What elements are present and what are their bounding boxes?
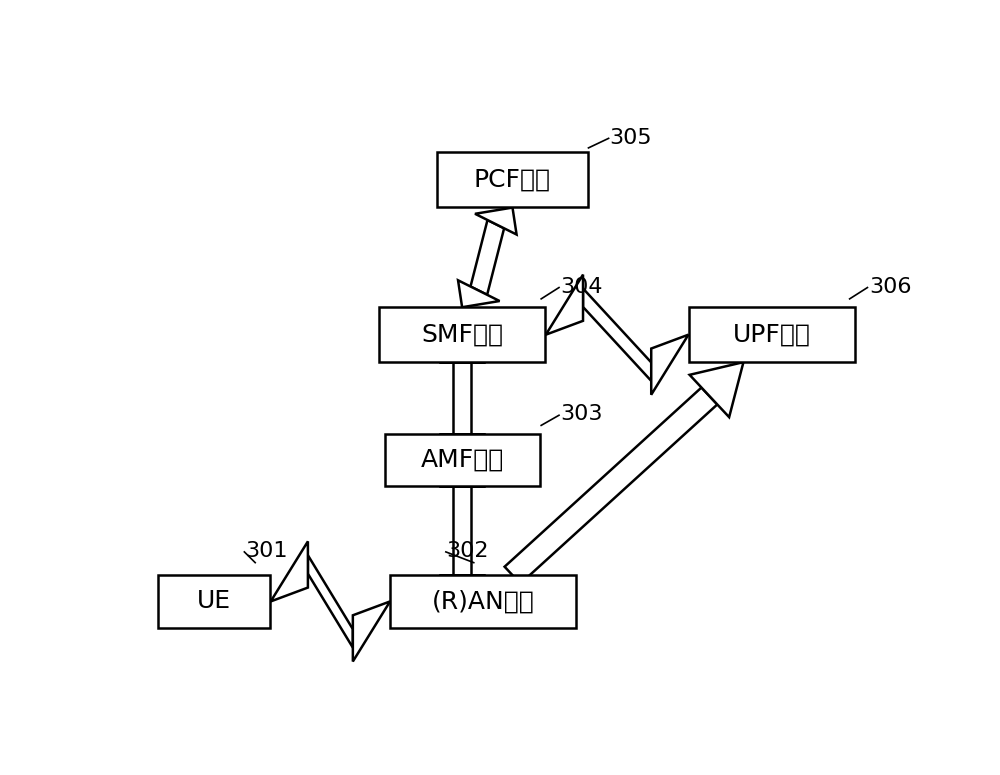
Bar	[390, 575, 576, 628]
Bar	[158, 575, 270, 628]
Text: UE: UE	[197, 590, 231, 614]
Text: 304: 304	[561, 277, 603, 297]
Bar	[689, 307, 855, 362]
Polygon shape	[353, 601, 390, 662]
Polygon shape	[475, 208, 517, 235]
Bar	[379, 307, 545, 362]
Text: PCF实体: PCF实体	[474, 167, 551, 191]
Polygon shape	[458, 281, 500, 307]
Polygon shape	[546, 274, 583, 335]
Text: 306: 306	[869, 277, 912, 297]
Polygon shape	[583, 288, 651, 381]
Text: SMF实体: SMF实体	[421, 322, 503, 346]
Polygon shape	[271, 542, 308, 601]
Text: 301: 301	[245, 541, 288, 561]
Text: 302: 302	[447, 541, 489, 561]
Text: 303: 303	[561, 404, 603, 424]
Polygon shape	[453, 486, 471, 575]
Text: AMF实体: AMF实体	[420, 448, 504, 472]
Polygon shape	[690, 362, 743, 417]
Polygon shape	[471, 220, 504, 294]
Polygon shape	[453, 362, 471, 434]
Text: (R)AN节点: (R)AN节点	[432, 590, 534, 614]
Text: 305: 305	[609, 128, 652, 148]
Polygon shape	[505, 388, 717, 584]
Bar	[437, 152, 588, 207]
Polygon shape	[308, 555, 353, 648]
Text: UPF实体: UPF实体	[733, 322, 811, 346]
Bar	[385, 434, 540, 486]
Polygon shape	[651, 335, 688, 394]
